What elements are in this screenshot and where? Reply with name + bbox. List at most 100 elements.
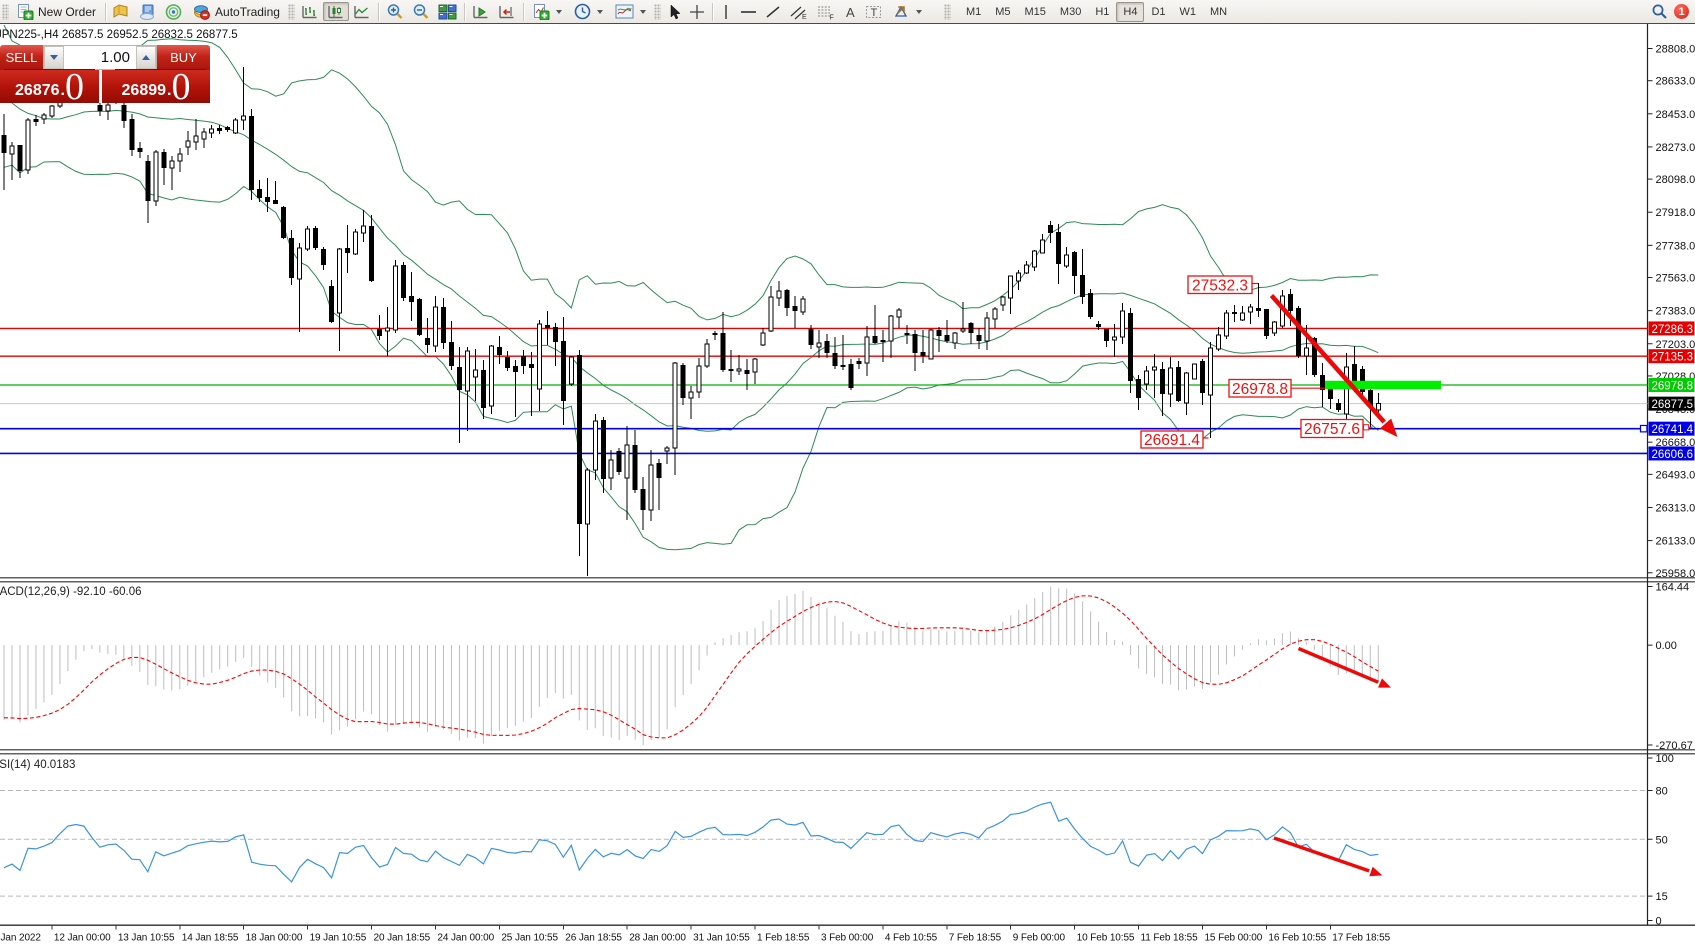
arrows-caret (915, 9, 922, 14)
svg-text:T: T (870, 7, 877, 19)
svg-text:F: F (829, 14, 833, 20)
horizontal-line-button[interactable] (736, 2, 761, 21)
vertical-line-button[interactable] (716, 2, 736, 21)
indicators-button[interactable] (527, 2, 568, 21)
macd-axis-min: -270.67 (1656, 740, 1693, 752)
new-order-label: New Order (38, 4, 97, 19)
text-button[interactable]: A (839, 2, 861, 21)
chart-profiles-button[interactable] (109, 2, 135, 21)
time-label: 20 Jan 18:55 (374, 933, 431, 944)
zoom-in-button[interactable] (382, 2, 408, 21)
bollinger-upper (3, 24, 1379, 321)
timeframe-m1-button[interactable]: M1 (965, 5, 982, 18)
svg-text:28453.0: 28453.0 (1656, 109, 1695, 121)
auto-scroll-icon (473, 5, 488, 18)
svg-text:27563.0: 27563.0 (1656, 273, 1695, 285)
volume-decrease-button[interactable] (44, 46, 64, 69)
toolbar-separator (377, 2, 379, 21)
timeframe-m30-button[interactable]: M30 (1059, 5, 1082, 18)
zoom-out-icon (413, 4, 429, 19)
metaeditor-button[interactable] (135, 2, 161, 21)
trendline-button[interactable] (761, 2, 785, 21)
periods-icon (574, 3, 591, 20)
text-icon: A (846, 5, 855, 20)
chart-background (0, 24, 1695, 945)
toolbar-grip[interactable] (653, 3, 661, 20)
auto-scroll-button[interactable] (468, 2, 494, 21)
notification-badge[interactable]: 1 (1674, 4, 1689, 19)
callout-box-26691.4[interactable] (1140, 430, 1204, 449)
symbol-info-line: JPN225-,H4 26857.5 26952.5 26832.5 26877… (0, 29, 238, 41)
candlestick-chart-button[interactable] (322, 2, 349, 21)
new-order-button[interactable]: New Order (11, 2, 102, 21)
autotrading-button[interactable]: AutoTrading (186, 2, 286, 21)
toolbar-grip[interactable] (287, 3, 295, 20)
text-label-button[interactable]: T (861, 2, 886, 21)
crosshair-button[interactable] (685, 2, 709, 21)
toolbar-grip[interactable] (943, 3, 951, 20)
fibonacci-button[interactable]: F (812, 2, 839, 21)
zoom-out-button[interactable] (408, 2, 434, 21)
rsi-label: RSI(14) 40.0183 (0, 759, 75, 771)
timeframe-h1-button[interactable]: H1 (1095, 5, 1110, 18)
cursor-button[interactable] (663, 2, 685, 21)
time-label: 1 Feb 18:55 (757, 933, 810, 944)
volume-input[interactable] (64, 46, 136, 69)
svg-text:26133.0: 26133.0 (1656, 536, 1695, 548)
search-icon[interactable] (1651, 3, 1668, 20)
line-chart-button[interactable] (349, 2, 375, 21)
toolbar-separator (463, 2, 465, 21)
svg-text:E: E (802, 14, 807, 20)
time-label: 19 Jan 10:55 (310, 933, 367, 944)
svg-text:26493.0: 26493.0 (1656, 469, 1695, 481)
volume-increase-button[interactable] (136, 46, 156, 69)
svg-text:27203.0: 27203.0 (1656, 339, 1695, 351)
red-arrow-macd[interactable] (1297, 646, 1379, 684)
timeframe-h4-button[interactable]: H4 (1116, 1, 1145, 22)
text-label-icon: T (865, 5, 881, 19)
chart-shift-button[interactable] (494, 2, 520, 21)
trend-arrows[interactable] (1269, 293, 1398, 877)
svg-text:28633.0: 28633.0 (1656, 76, 1695, 88)
green-level-segment[interactable] (1325, 380, 1441, 390)
hline-selection-handle[interactable] (1639, 424, 1648, 433)
chart-area[interactable]: 28808.0 28633.0 28453.0 28273.0 28098.0 27918… (0, 24, 1695, 945)
red-arrow-head (1369, 866, 1383, 877)
timeframe-mn-button[interactable]: MN (1210, 5, 1228, 18)
vertical-line-icon (725, 4, 727, 19)
callout-box-27532.3[interactable] (1187, 275, 1253, 295)
macd-label: MACD(12,26,9) -92.10 -60.06 (0, 586, 142, 598)
templates-button[interactable] (609, 2, 652, 21)
signals-button[interactable] (161, 2, 186, 21)
timeframe-w1-button[interactable]: W1 (1179, 5, 1197, 18)
periods-button[interactable] (568, 2, 609, 21)
trendline-icon (766, 5, 780, 18)
candlestick-series (1, 49, 1381, 577)
timeframe-m15-button[interactable]: M15 (1024, 5, 1046, 18)
sell-price[interactable]: 26876. 0 (0, 66, 102, 109)
sell-price-big-digit: 0 (64, 66, 84, 109)
arrows-button[interactable] (886, 2, 928, 21)
red-arrow-rsi[interactable] (1273, 836, 1370, 873)
buy-button[interactable]: BUY (157, 45, 210, 70)
time-label: 9 Feb 00:00 (1013, 933, 1066, 944)
time-label: 17 Feb 18:55 (1332, 933, 1390, 944)
callout-labels[interactable]: 27532.3 26978.8 26691.4 26757.6 (1140, 275, 1373, 449)
time-label: 11 Feb 18:55 (1141, 933, 1199, 944)
sell-button[interactable]: SELL (0, 45, 43, 70)
time-label: 25 Jan 10:55 (501, 933, 558, 944)
bollinger-lower (3, 161, 1379, 551)
rsi-axis-0: 0 (1656, 916, 1662, 928)
timeframe-m5-button[interactable]: M5 (995, 5, 1011, 18)
bar-chart-button[interactable] (297, 2, 323, 21)
toolbar-grip[interactable] (2, 3, 9, 20)
red-arrow-main[interactable] (1269, 293, 1386, 424)
timeframe-d1-button[interactable]: D1 (1151, 5, 1166, 18)
buy-price[interactable]: 26899. 0 (102, 68, 210, 106)
chart-profiles-icon (113, 4, 128, 18)
tile-windows-button[interactable] (434, 2, 461, 21)
equidistant-channel-button[interactable]: E (785, 2, 812, 21)
svg-text:26668.0: 26668.0 (1656, 437, 1695, 449)
axis-label-27135.3 (1648, 349, 1695, 364)
time-axis[interactable]: Jan 2022 12 Jan 00:00 13 Jan 10:55 14 Jan 1… (0, 924, 1391, 944)
